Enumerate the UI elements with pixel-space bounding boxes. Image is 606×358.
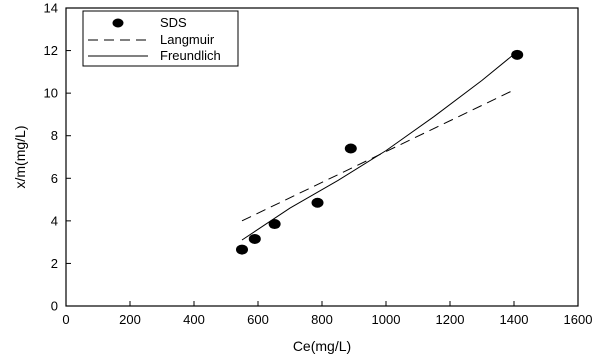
series-line-freundlich	[241, 51, 518, 241]
data-point-sds	[344, 143, 357, 154]
legend-label-sds: SDS	[160, 15, 187, 30]
y-tick-label: 4	[51, 213, 58, 228]
data-point-sds	[311, 197, 324, 208]
y-tick-label: 10	[44, 86, 58, 101]
x-tick-label: 1200	[436, 312, 465, 327]
x-tick-label: 600	[247, 312, 269, 327]
y-tick-label: 2	[51, 256, 58, 271]
x-tick-label: 200	[119, 312, 141, 327]
legend-box	[82, 10, 239, 67]
axis-ticks	[65, 7, 579, 307]
x-tick-label: 1400	[500, 312, 529, 327]
x-tick-label: 800	[311, 312, 333, 327]
y-axis-title: x/m(mg/L)	[12, 126, 28, 189]
y-tick-labels: 0 2 4 6 8 10 12 14	[44, 1, 58, 314]
y-tick-label: 14	[44, 1, 58, 16]
x-tick-label: 1600	[564, 312, 593, 327]
x-tick-label: 1000	[372, 312, 401, 327]
data-point-sds	[236, 244, 248, 255]
data-point-sds	[248, 233, 261, 244]
y-tick-label: 8	[51, 128, 58, 143]
y-tick-label: 6	[51, 171, 58, 186]
x-axis-title: Ce(mg/L)	[293, 338, 351, 354]
legend-label-freundlich: Freundlich	[160, 48, 221, 63]
x-tick-labels: 0 200 400 600 800 1000 1200 1400 1600	[62, 312, 592, 327]
y-tick-label: 12	[44, 43, 58, 58]
fit-lines	[241, 51, 518, 241]
data-point-sds	[511, 49, 524, 60]
y-tick-label: 0	[51, 299, 58, 314]
legend: SDS Langmuir Freundlich	[82, 10, 239, 67]
legend-marker-sds	[112, 18, 124, 28]
data-point-sds	[268, 219, 281, 230]
x-tick-label: 400	[183, 312, 205, 327]
x-tick-label: 0	[62, 312, 69, 327]
legend-label-langmuir: Langmuir	[160, 32, 215, 47]
data-points	[236, 49, 524, 255]
